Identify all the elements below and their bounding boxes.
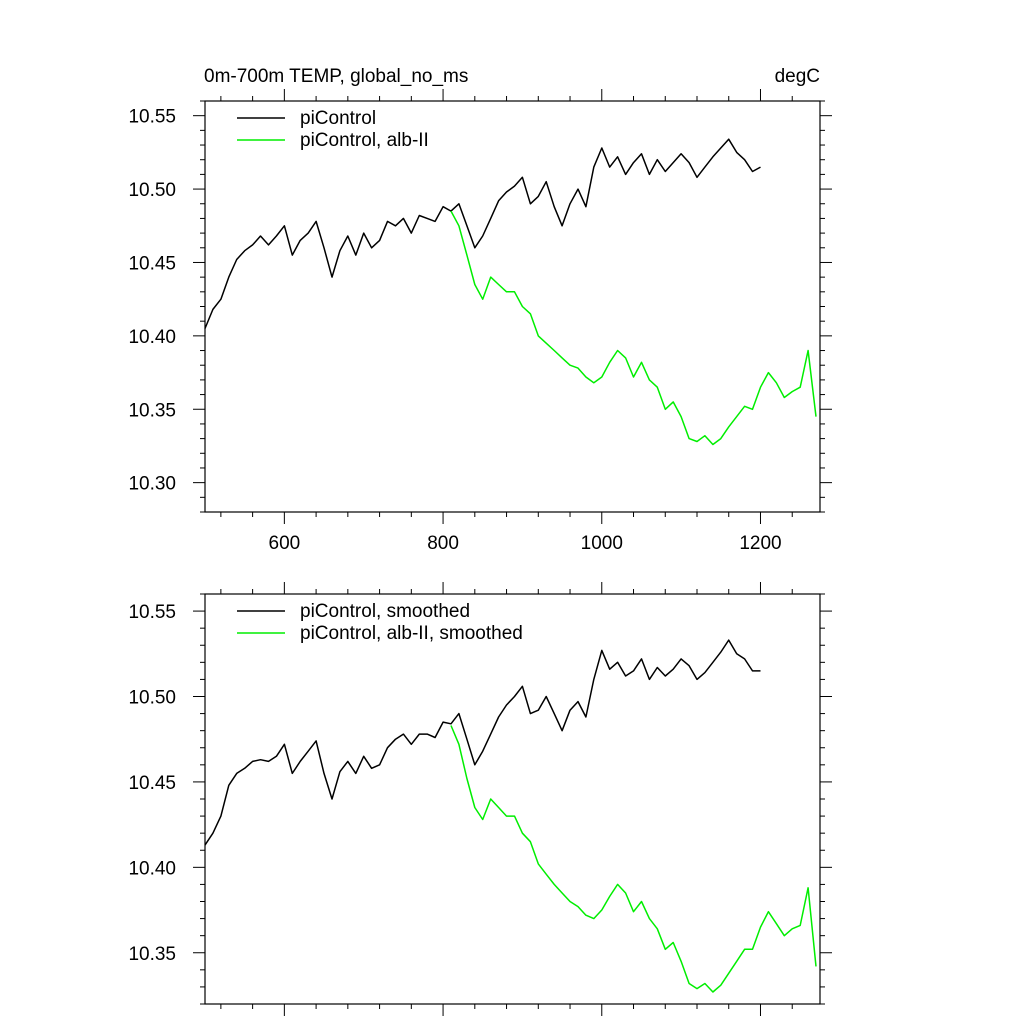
legend-label: piControl, alb-II, smoothed xyxy=(300,623,523,644)
legend-label: piControl, alb-II xyxy=(300,130,429,151)
legend-label: piControl xyxy=(300,108,376,129)
series-line-control xyxy=(204,639,761,846)
x-tick-label: 600 xyxy=(269,533,301,554)
series-line-albedo xyxy=(450,210,817,446)
y-tick-label: 10.50 xyxy=(128,688,176,709)
series-line-control xyxy=(204,138,761,329)
x-tick-label: 1000 xyxy=(581,533,623,554)
y-tick-label: 10.55 xyxy=(128,107,176,128)
y-tick-label: 10.30 xyxy=(128,474,176,495)
y-tick-label: 10.50 xyxy=(128,180,176,201)
x-tick-label: 1200 xyxy=(739,533,781,554)
y-tick-label: 10.35 xyxy=(128,944,176,965)
legend-label: piControl, smoothed xyxy=(300,601,470,622)
y-tick-label: 10.45 xyxy=(128,773,176,794)
y-tick-label: 10.35 xyxy=(128,400,176,421)
x-tick-label: 800 xyxy=(427,533,459,554)
plot-frame xyxy=(204,100,821,513)
top-panel: 600 800 1000 1200 10.30 10.35 10.40 10.45 10.50 1… xyxy=(128,89,832,554)
series-line-albedo xyxy=(450,725,817,993)
y-tick-label: 10.40 xyxy=(128,327,176,348)
chart-title: 0m-700m TEMP, global_no_ms xyxy=(204,66,468,87)
y-tick-label: 10.45 xyxy=(128,253,176,274)
plot-frame xyxy=(204,593,821,1005)
y-tick-label: 10.40 xyxy=(128,858,176,879)
units-label: degC xyxy=(775,66,820,87)
bottom-panel: 10.35 10.40 10.45 10.50 10.55 piControl, smoo… xyxy=(128,582,832,1016)
y-tick-label: 10.55 xyxy=(128,602,176,623)
